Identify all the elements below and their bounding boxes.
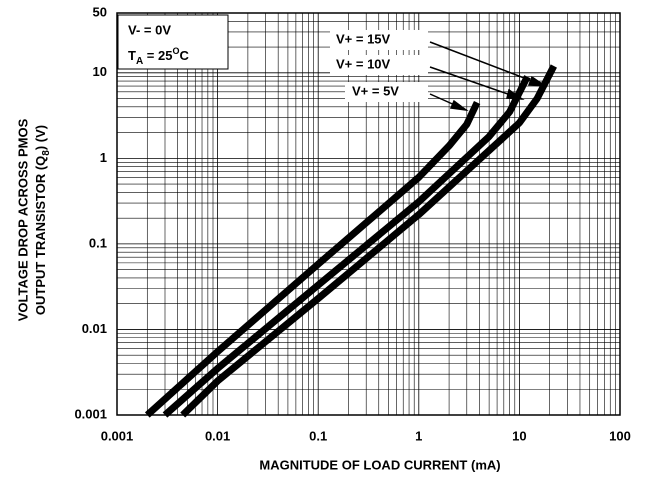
y-tick-label: 0.01 [82,321,107,336]
arrow [429,66,523,100]
annotation: TA = 25OC [128,46,189,66]
series-label: V+ = 10V [336,56,391,71]
y-axis-title: 8 [41,150,52,156]
y-tick-label: 1 [100,150,107,165]
label-bg [330,55,428,75]
annotation: V- = 0V [128,22,171,37]
plot-frame [116,12,621,416]
arrow [429,41,546,87]
y-tick-label: 50 [93,4,107,19]
y-axis-title: OUTPUT TRANSISTOR (Q8) (V) [33,125,51,315]
x-tick-label: 0.01 [205,428,230,443]
y-axis-title: VOLTAGE DROP ACROSS PMOS [15,118,30,321]
annotation: = 25 [143,48,172,63]
annotation: C [179,48,189,63]
y-axis-title: ) (V) [33,125,48,150]
series-line [162,75,531,418]
x-tick-label: 1 [415,428,422,443]
arrows [429,41,548,112]
y-tick-label: 0.1 [89,235,107,250]
x-tick-label: 100 [609,428,631,443]
label-bg [330,30,428,50]
series-line [180,64,557,418]
annotation: T [128,48,136,63]
arrow-head [527,75,548,87]
x-axis-title: MAGNITUDE OF LOAD CURRENT (mA) [259,457,500,472]
y-tick-label: 10 [93,64,107,79]
series-label: V+ = 5V [352,83,399,98]
x-tick-label: 0.001 [101,428,134,443]
series-label: V+ = 15V [336,31,391,46]
y-axis-title: OUTPUT TRANSISTOR (Q [33,156,48,315]
annotation: A [136,56,143,67]
x-tick-label: 0.1 [309,428,327,443]
series-line [144,100,481,418]
x-tick-label: 10 [512,428,526,443]
annotation-box [117,14,229,70]
y-tick-label: 0.001 [74,406,107,421]
arrow-head [506,88,525,100]
label-bg [345,82,428,102]
arrow-head [449,99,469,112]
annotation: O [172,46,179,56]
